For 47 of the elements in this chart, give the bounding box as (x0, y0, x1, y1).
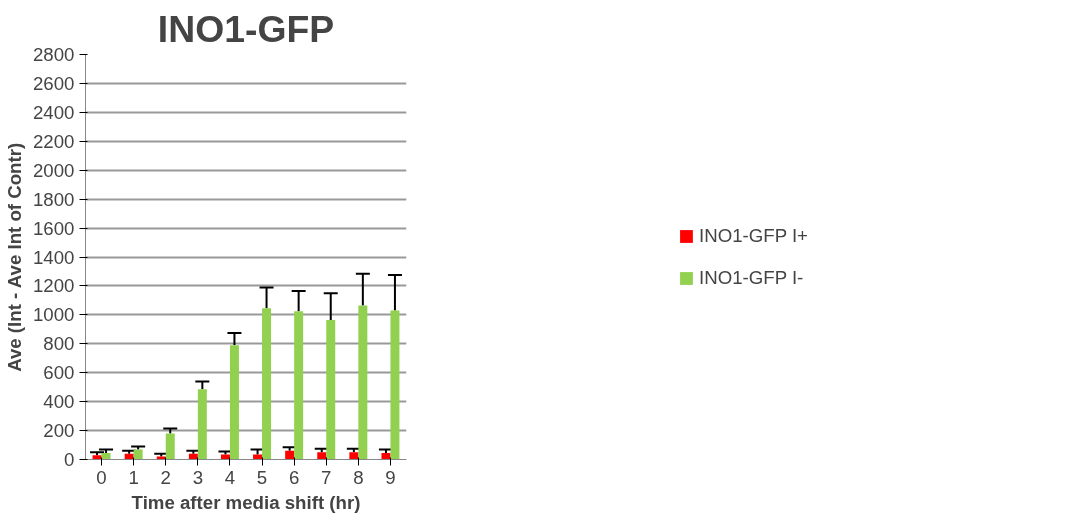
y-tick-label: 2000 (33, 159, 75, 181)
bar (101, 452, 111, 460)
x-tick-label: 7 (321, 466, 332, 488)
y-tick-label: 200 (43, 420, 75, 442)
bar (358, 305, 368, 460)
bar (253, 454, 263, 460)
bar (349, 452, 359, 460)
bar (133, 449, 143, 460)
x-tick-label: 1 (128, 466, 139, 488)
y-tick-label: 1400 (33, 246, 75, 268)
y-tick-label: 2800 (33, 44, 75, 65)
x-tick-label: 0 (96, 466, 107, 488)
x-tick-label: 3 (192, 466, 204, 488)
legend-label: INO1-GFP I+ (698, 224, 809, 247)
y-tick-label: 1800 (33, 188, 75, 210)
bar (381, 452, 391, 460)
chart-title: INO1-GFP (157, 7, 335, 50)
x-tick-label: 4 (224, 466, 236, 488)
y-tick-label: 2600 (33, 72, 75, 94)
bar (92, 455, 102, 460)
bar (197, 389, 207, 460)
y-tick-label: 1000 (33, 304, 75, 326)
bar (229, 345, 239, 460)
bar (326, 319, 336, 460)
x-tick-label: 2 (160, 466, 171, 488)
y-tick-label: 2400 (33, 101, 75, 123)
bar (220, 454, 230, 460)
x-axis-title: Time after media shift (hr) (131, 491, 361, 513)
bar (262, 308, 272, 460)
bar (390, 310, 400, 460)
y-axis-title: Ave (Int - Ave Int of Contr) (4, 142, 25, 372)
bar (294, 311, 304, 460)
x-tick-label: 9 (385, 466, 396, 488)
y-tick-label: 800 (43, 333, 75, 355)
x-tick-label: 8 (353, 466, 364, 488)
x-tick-label: 6 (288, 466, 300, 488)
x-tick-label: 5 (256, 466, 268, 488)
y-tick-label: 2200 (33, 130, 75, 152)
y-tick-label: 400 (43, 391, 75, 413)
y-tick-label: 1200 (33, 275, 75, 297)
bar (165, 433, 175, 460)
bar (317, 452, 327, 460)
y-tick-label: 600 (43, 362, 75, 384)
bar (285, 450, 295, 460)
y-tick-label: 1600 (33, 217, 75, 239)
y-tick-label: 0 (64, 449, 75, 470)
legend-label: INO1-GFP I- (698, 266, 804, 289)
